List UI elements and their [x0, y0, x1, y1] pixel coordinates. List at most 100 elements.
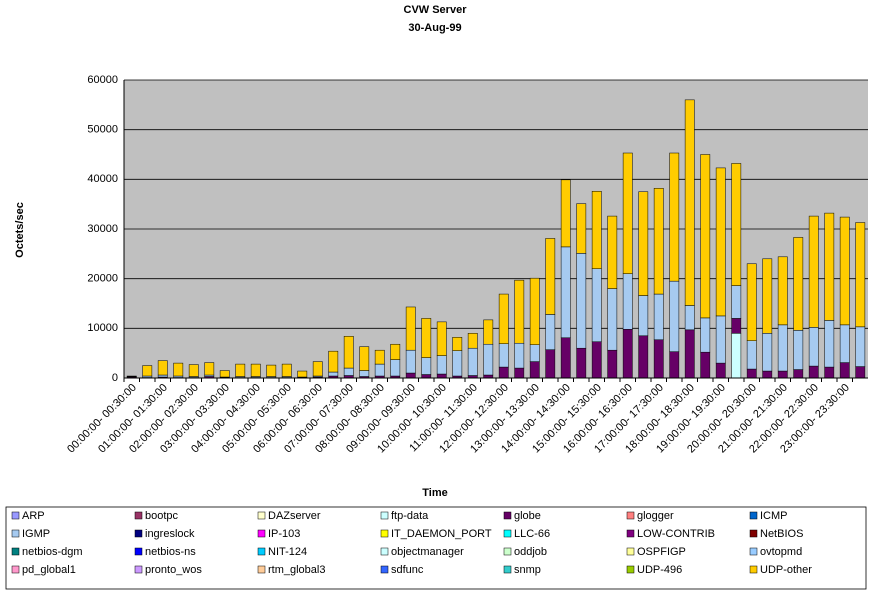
legend-swatch [380, 529, 389, 538]
legend-label: NIT-124 [268, 546, 307, 558]
y-tick-label: 60000 [87, 74, 118, 86]
chart-title: CVW Server [404, 4, 468, 16]
legend-swatch [503, 565, 512, 574]
bar-segment [405, 349, 416, 374]
legend-swatch [11, 511, 20, 520]
bar-segment [591, 341, 602, 379]
bar-segment [731, 333, 742, 379]
bar-segment [731, 318, 742, 334]
bar-segment [498, 293, 509, 344]
bar-segment [607, 288, 618, 351]
bar-segment [793, 369, 804, 379]
legend-swatch [626, 529, 635, 538]
bar-segment [855, 222, 866, 328]
legend-label: ingreslock [145, 528, 195, 540]
legend-label: IP-103 [268, 528, 300, 540]
legend-swatch [626, 511, 635, 520]
y-tick-label: 40000 [87, 173, 118, 185]
bar-segment [576, 203, 587, 254]
bar-segment [793, 237, 804, 331]
legend-swatch [11, 529, 20, 538]
bar-segment [731, 285, 742, 319]
bar-segment [157, 360, 168, 376]
chart-subtitle: 30-Aug-99 [408, 22, 461, 34]
bar-segment [638, 295, 649, 337]
bar-segment [746, 263, 757, 341]
bar-segment [436, 373, 447, 379]
legend-label: netbios-dgm [22, 546, 83, 558]
bar-segment [312, 361, 323, 377]
legend-label: ARP [22, 510, 45, 522]
legend-swatch [134, 529, 143, 538]
bar-segment [545, 349, 556, 379]
bar-segment [622, 329, 633, 379]
x-axis-title: Time [422, 487, 447, 499]
bar-segment [622, 152, 633, 274]
legend-swatch [626, 547, 635, 556]
bar-segment [684, 329, 695, 379]
bar-segment [591, 268, 602, 342]
legend-swatch [134, 565, 143, 574]
legend-swatch [11, 547, 20, 556]
bar-segment [808, 327, 819, 367]
bar-segment [157, 374, 168, 378]
legend-label: NetBIOS [760, 528, 803, 540]
bar-segment [576, 253, 587, 349]
bar-segment [715, 167, 726, 317]
bar-segment [250, 363, 261, 377]
y-tick-label: 0 [112, 372, 118, 384]
bar-segment [576, 347, 587, 379]
bar-segment [235, 363, 246, 377]
legend-label: LOW-CONTRIB [637, 528, 715, 540]
bar-segment [638, 191, 649, 296]
legend-swatch [257, 547, 266, 556]
bar-segment [390, 343, 401, 360]
bar-segment [777, 370, 788, 379]
legend-label: LLC-66 [514, 528, 550, 540]
legend-label: UDP-other [760, 564, 812, 576]
bar-segment [545, 238, 556, 315]
bar-segment [607, 349, 618, 379]
bar-segment [793, 330, 804, 370]
bar-segment [343, 367, 354, 376]
bar-segment [777, 256, 788, 326]
legend-label: oddjob [514, 546, 547, 558]
bar-segment [421, 318, 432, 358]
bar-segment [359, 346, 370, 371]
bar-segment [529, 277, 540, 345]
bar-segment [731, 163, 742, 286]
bar-segment [560, 246, 571, 339]
bar-segment [839, 216, 850, 326]
bar-segment [514, 342, 525, 369]
legend-swatch [380, 511, 389, 520]
bar-segment [824, 212, 835, 321]
legend-swatch [749, 529, 758, 538]
bar-segment [762, 333, 773, 372]
bar-segment [560, 337, 571, 379]
bar-segment [746, 340, 757, 370]
bar-segment [343, 336, 354, 369]
legend-swatch [380, 565, 389, 574]
legend-label: pd_global1 [22, 564, 76, 576]
bar-segment [762, 258, 773, 334]
bar-segment [762, 370, 773, 379]
bar-segment [855, 326, 866, 367]
bar-segment [560, 179, 571, 248]
legend-label: netbios-ns [145, 546, 196, 558]
bar-segment [684, 305, 695, 331]
bar-segment [173, 362, 184, 377]
bar-segment [188, 364, 199, 377]
bar-segment [436, 321, 447, 356]
bar-segment [359, 370, 370, 377]
bar-segment [808, 215, 819, 328]
legend-label: IT_DAEMON_PORT [391, 528, 492, 540]
bar-segment [700, 351, 711, 379]
bar-segment [483, 343, 494, 376]
bar-segment [808, 365, 819, 379]
legend-swatch [749, 511, 758, 520]
legend-label: ICMP [760, 510, 788, 522]
legend-swatch [626, 565, 635, 574]
legend-label: OSPFIGP [637, 546, 686, 558]
legend-swatch [380, 547, 389, 556]
bar-segment [638, 335, 649, 379]
